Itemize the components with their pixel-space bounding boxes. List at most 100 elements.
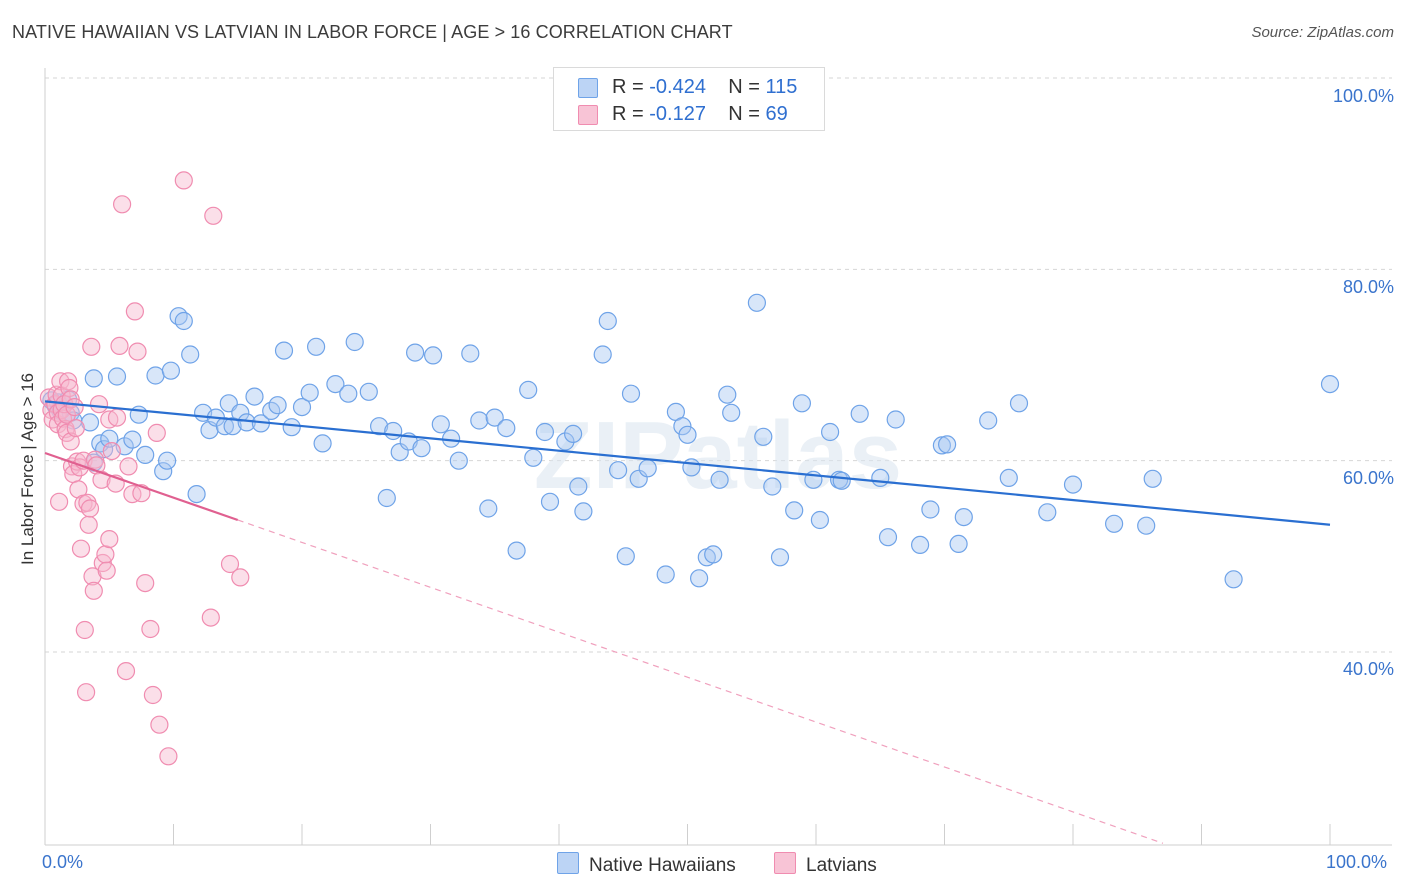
point-native-hawaiians: [449, 451, 468, 470]
point-native-hawaiians: [722, 403, 741, 422]
bottom-legend-label: Native Hawaiians: [589, 855, 736, 876]
point-native-hawaiians: [1137, 516, 1156, 535]
legend-swatch-blue: [578, 78, 598, 98]
y-axis-label: In Labor Force | Age > 16: [18, 372, 37, 565]
point-latvians: [150, 715, 169, 734]
point-latvians: [110, 336, 129, 355]
point-native-hawaiians: [282, 418, 301, 437]
trend-lines: [44, 400, 1331, 844]
point-latvians: [125, 302, 144, 321]
point-native-hawaiians: [574, 502, 593, 521]
point-native-hawaiians: [718, 385, 737, 404]
point-native-hawaiians: [268, 396, 287, 415]
point-native-hawaiians: [384, 421, 403, 441]
point-native-hawaiians: [123, 430, 142, 449]
point-native-hawaiians: [598, 311, 617, 331]
point-native-hawaiians: [932, 436, 952, 455]
point-native-hawaiians: [556, 432, 575, 451]
n-label: N =: [728, 76, 766, 98]
point-native-hawaiians: [470, 411, 489, 430]
point-native-hawaiians: [359, 382, 378, 401]
point-latvians: [66, 419, 85, 438]
point-latvians: [57, 405, 76, 424]
point-native-hawaiians: [689, 569, 709, 588]
point-native-hawaiians: [621, 384, 641, 403]
bottom-legend-label: Latvians: [806, 855, 877, 876]
point-native-hawaiians: [1320, 375, 1340, 394]
point-native-hawaiians: [154, 462, 173, 481]
point-latvians: [100, 529, 119, 549]
point-latvians: [79, 515, 98, 534]
bottom-legend-swatch-blue: [557, 852, 579, 874]
point-native-hawaiians: [345, 332, 364, 352]
point-latvians: [89, 395, 109, 414]
point-latvians: [65, 398, 84, 417]
point-latvians: [231, 568, 250, 587]
point-native-hawaiians: [181, 345, 200, 364]
point-latvians: [80, 499, 100, 518]
point-latvians: [143, 685, 162, 705]
point-native-hawaiians: [158, 451, 177, 470]
point-native-hawaiians: [832, 471, 851, 490]
point-native-hawaiians: [223, 417, 242, 436]
point-latvians: [84, 581, 103, 600]
point-native-hawaiians: [187, 485, 206, 504]
point-native-hawaiians: [161, 361, 180, 380]
point-native-hawaiians: [326, 375, 345, 394]
point-native-hawaiians: [1224, 570, 1243, 589]
point-native-hawaiians: [313, 434, 332, 453]
chart-title: NATIVE HAWAIIAN VS LATVIAN IN LABOR FORC…: [12, 22, 733, 42]
point-latvians: [201, 608, 220, 627]
point-native-hawaiians: [519, 380, 538, 399]
point-native-hawaiians: [785, 501, 804, 520]
point-latvians: [57, 423, 76, 442]
point-native-hawaiians: [412, 439, 431, 458]
point-latvians: [97, 561, 116, 580]
point-latvians: [75, 620, 94, 640]
point-latvians: [174, 171, 193, 190]
r-value: -0.127: [649, 103, 706, 125]
point-native-hawaiians: [878, 528, 898, 547]
point-latvians: [119, 457, 138, 476]
point-latvians: [82, 337, 101, 356]
point-native-hawaiians: [1063, 475, 1083, 494]
point-native-hawaiians: [754, 427, 773, 446]
r-label: R =: [612, 76, 650, 98]
point-native-hawaiians: [710, 470, 729, 489]
point-native-hawaiians: [524, 448, 543, 467]
point-native-hawaiians: [146, 366, 165, 385]
grid: [44, 68, 1392, 846]
point-native-hawaiians: [274, 341, 294, 360]
trend-line-latvians-extension: [237, 519, 1164, 844]
point-latvians: [147, 423, 166, 442]
point-native-hawaiians: [563, 424, 583, 443]
point-native-hawaiians: [406, 343, 425, 362]
point-latvians: [69, 480, 88, 499]
point-native-hawaiians: [704, 545, 723, 564]
point-native-hawaiians: [461, 344, 480, 363]
point-native-hawaiians: [431, 415, 450, 434]
point-latvians: [61, 432, 80, 451]
points: [39, 171, 1340, 766]
point-latvians: [71, 539, 91, 558]
x-tick-100: 100.0%: [1326, 852, 1388, 872]
y-tick-60: 60.0%: [1342, 468, 1394, 488]
point-native-hawaiians: [682, 458, 701, 477]
trend-line-native-hawaiians: [44, 400, 1331, 526]
point-native-hawaiians: [608, 461, 628, 480]
point-latvians: [159, 747, 178, 766]
point-native-hawaiians: [107, 367, 127, 386]
point-latvians: [116, 661, 136, 681]
bottom-legend-native-hawaiians: Native Hawaiians: [557, 852, 736, 877]
point-native-hawaiians: [292, 398, 312, 417]
point-latvians: [76, 683, 96, 702]
point-native-hawaiians: [1104, 514, 1124, 533]
point-latvians: [136, 573, 155, 593]
point-latvians: [58, 372, 78, 391]
y-tick-100: 100.0%: [1332, 86, 1394, 106]
point-native-hawaiians: [616, 547, 635, 566]
point-latvians: [85, 450, 105, 469]
point-latvians: [220, 554, 240, 574]
point-latvians: [107, 408, 127, 427]
point-native-hawaiians: [763, 477, 782, 496]
